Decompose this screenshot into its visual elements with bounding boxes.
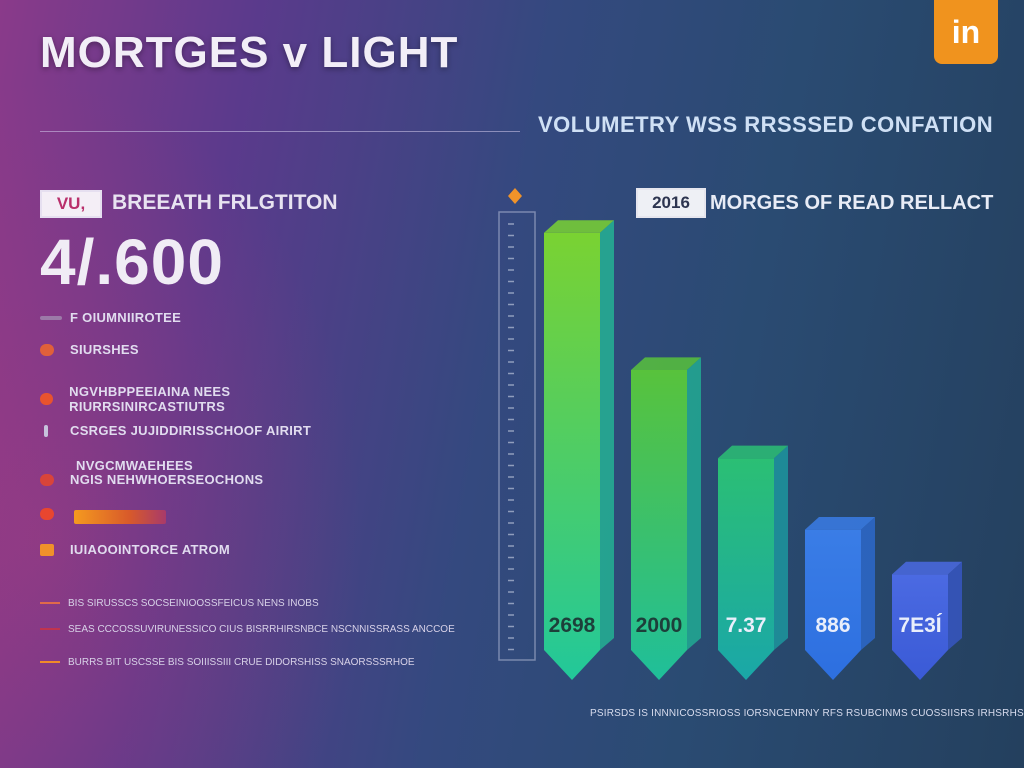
y-axis-ticks xyxy=(508,223,514,651)
bars-group: 2698 2000 7.37 886 7E3Í xyxy=(544,220,962,681)
bar-body xyxy=(544,232,600,681)
bar-side xyxy=(774,445,788,650)
year-badge: 2016 xyxy=(636,188,706,218)
bar-body xyxy=(718,458,774,680)
bar-side xyxy=(687,357,701,650)
legend-item-label: NGVHBPPEEIAINA NEES RIURRSINIRCASTIUTRS xyxy=(69,384,231,414)
page-title: MORTGES v LIGHT xyxy=(40,28,459,77)
bar-value-label: 7.37 xyxy=(726,614,767,637)
gradient-bar-strip xyxy=(74,510,166,524)
bar: 7.37 xyxy=(718,445,788,680)
legend-dot-icon xyxy=(40,508,54,520)
footnote-line-icon xyxy=(40,661,60,664)
legend-item: SIURSHES xyxy=(40,342,139,357)
bar-value-label: 7E3Í xyxy=(898,614,942,637)
legend-dot-icon xyxy=(44,424,48,437)
big-number: 4/.600 xyxy=(40,226,224,298)
background-glow xyxy=(0,0,420,768)
chart-subtitle: VOLUMETRY WSS RRSSSED CONFATION xyxy=(538,112,994,137)
footnote-text: SEAS CCCOSSUVIRUNESSICO CIUS BISRRHIRSNB… xyxy=(68,624,455,635)
bar-top xyxy=(805,517,875,530)
bar-body xyxy=(631,370,687,680)
legend-item: F OIUMNIIROTEE xyxy=(40,310,181,325)
legend-dot-icon xyxy=(40,473,54,486)
legend-dot-icon xyxy=(40,315,62,320)
bar-value-label: 886 xyxy=(815,614,850,637)
bar-side xyxy=(600,220,614,650)
bar-top xyxy=(892,561,962,575)
legend-dot-icon xyxy=(40,393,54,405)
footnote: BURRS BIT USCSSE BIS SOIIISSIII CRUE DID… xyxy=(40,657,415,668)
legend-item: NGIS NEHWHOERSEOCHONS xyxy=(40,472,263,487)
footnote-text: BURRS BIT USCSSE BIS SOIIISSIII CRUE DID… xyxy=(68,657,415,668)
chart-title: MORGES OF READ RELLACT xyxy=(710,192,994,214)
legend-item-label: NGIS NEHWHOERSEOCHONS xyxy=(70,472,264,487)
left-section-label: BREEATH FRLGTITON xyxy=(112,191,338,214)
bar-side xyxy=(861,517,875,650)
bar: 886 xyxy=(805,517,875,680)
legend-item-label: NVGCMWAEHEES xyxy=(76,458,194,473)
bar-value-label: 2698 xyxy=(549,614,596,637)
bar-chart: 2698 2000 7.37 886 7E3Í xyxy=(498,188,962,681)
brand-logo[interactable]: in xyxy=(934,0,998,64)
bar-top xyxy=(718,445,788,459)
legend-item: NGVHBPPEEIAINA NEES RIURRSINIRCASTIUTRS xyxy=(40,384,370,414)
legend-item xyxy=(40,508,70,520)
bar-body xyxy=(805,529,861,680)
legend-item-label: SIURSHES xyxy=(70,342,139,357)
bar: 2698 xyxy=(544,220,614,681)
bar-side xyxy=(948,561,962,650)
legend-dot-icon xyxy=(40,343,54,356)
legend-item: NVGCMWAEHEES xyxy=(40,458,193,473)
left-badge: VU, xyxy=(40,190,102,218)
bar: 2000 xyxy=(631,357,701,680)
bar-body xyxy=(892,574,948,680)
bar-top xyxy=(631,357,701,370)
legend-dot-icon xyxy=(40,543,54,556)
legend-item: CSRGES JUJIDDIRISSCHOOF AIRIRT xyxy=(40,423,311,438)
footnote-line-icon xyxy=(40,628,60,631)
bar-top xyxy=(544,220,614,233)
axis-marker-icon xyxy=(508,188,522,204)
footnote: SEAS CCCOSSUVIRUNESSICO CIUS BISRRHIRSNB… xyxy=(40,624,455,635)
legend-item-label: F OIUMNIIROTEE xyxy=(70,310,182,325)
footnote-line-icon xyxy=(40,602,60,605)
legend-item-label: CSRGES JUJIDDIRISSCHOOF AIRIRT xyxy=(70,423,312,438)
header-divider xyxy=(40,131,520,132)
bar: 7E3Í xyxy=(892,561,962,680)
legend-item-label: IUIAOOINTORCE ATROM xyxy=(70,542,231,557)
y-axis-frame xyxy=(498,211,536,661)
footnote: BIS SIRUSSCS SOCSEINIOOSSFEICUS NENS INO… xyxy=(40,598,319,609)
legend-item: IUIAOOINTORCE ATROM xyxy=(40,542,230,557)
chart-footer: PSIRSDS IS INNNICOSSRIOSS IORSNCENRNY RF… xyxy=(590,708,1024,719)
footnote-text: BIS SIRUSSCS SOCSEINIOOSSFEICUS NENS INO… xyxy=(68,598,319,609)
bar-value-label: 2000 xyxy=(636,614,683,637)
